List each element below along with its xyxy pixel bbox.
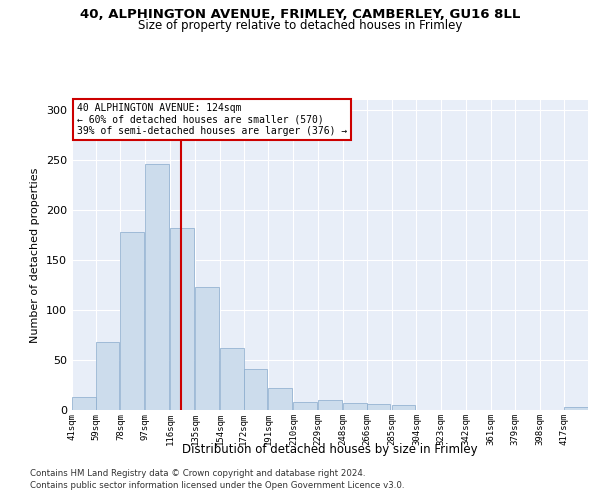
Bar [220, 348, 244, 410]
Bar [121, 232, 144, 410]
Bar [392, 405, 415, 410]
Text: Distribution of detached houses by size in Frimley: Distribution of detached houses by size … [182, 442, 478, 456]
Bar [244, 369, 267, 410]
Bar [145, 164, 169, 410]
Bar [367, 404, 390, 410]
Bar [72, 397, 95, 410]
Bar [195, 287, 218, 410]
Bar [170, 228, 194, 410]
Bar [343, 403, 367, 410]
Bar [318, 400, 342, 410]
Text: 40, ALPHINGTON AVENUE, FRIMLEY, CAMBERLEY, GU16 8LL: 40, ALPHINGTON AVENUE, FRIMLEY, CAMBERLE… [80, 8, 520, 20]
Text: Size of property relative to detached houses in Frimley: Size of property relative to detached ho… [138, 18, 462, 32]
Text: Contains HM Land Registry data © Crown copyright and database right 2024.: Contains HM Land Registry data © Crown c… [30, 468, 365, 477]
Y-axis label: Number of detached properties: Number of detached properties [31, 168, 40, 342]
Bar [95, 342, 119, 410]
Text: Contains public sector information licensed under the Open Government Licence v3: Contains public sector information licen… [30, 481, 404, 490]
Bar [268, 388, 292, 410]
Bar [293, 402, 317, 410]
Bar [565, 407, 588, 410]
Text: 40 ALPHINGTON AVENUE: 124sqm
← 60% of detached houses are smaller (570)
39% of s: 40 ALPHINGTON AVENUE: 124sqm ← 60% of de… [77, 103, 347, 136]
